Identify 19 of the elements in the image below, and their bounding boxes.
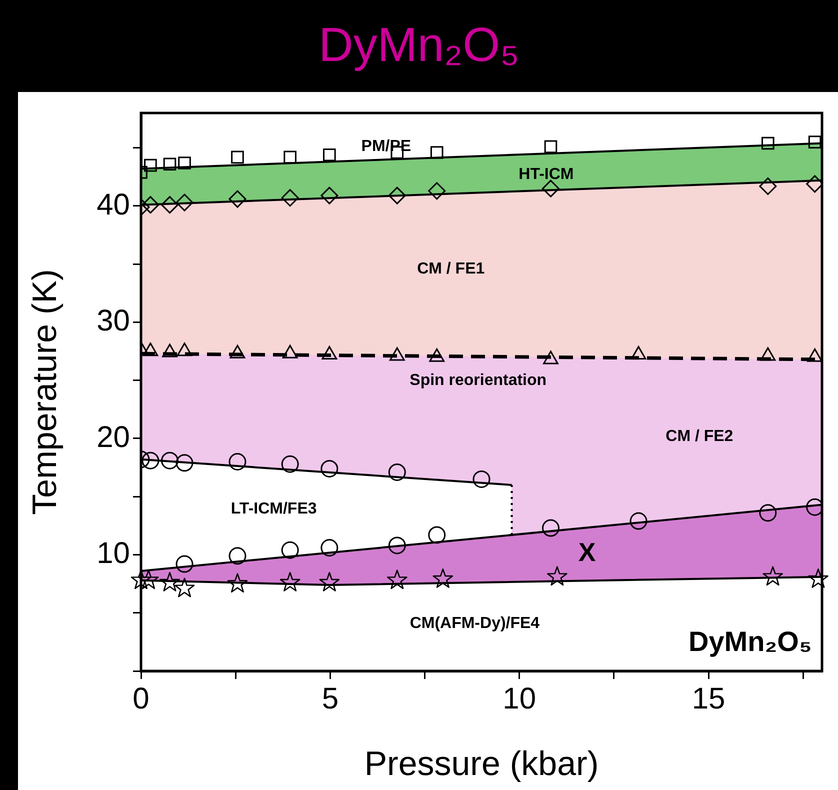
annotation: HT-ICM (518, 166, 574, 183)
annotation: CM / FE1 (417, 260, 485, 278)
y-tick-label: 20 (96, 420, 130, 454)
annotation: LT-ICM/FE3 (230, 500, 317, 518)
annotation: CM / FE2 (666, 428, 734, 446)
x-axis-title: Pressure (kbar) (364, 744, 599, 783)
annotation: CM(AFM-Dy)/FE4 (410, 614, 540, 632)
y-tick-label: 10 (96, 537, 130, 570)
x-tick-label: 15 (692, 682, 726, 716)
annotation: DyMn₂O₅ (688, 626, 812, 657)
x-tick-label: 10 (502, 682, 536, 716)
y-tick-label: 40 (96, 188, 130, 222)
chart-title: DyMn₂O₅ (318, 18, 520, 74)
annotation: X (578, 536, 596, 567)
y-axis-title: Temperature (K) (26, 269, 64, 515)
x-tick-label: 0 (132, 682, 150, 716)
annotation: Spin reorientation (410, 372, 547, 390)
y-tick-label: 30 (96, 304, 130, 338)
x-tick-label: 5 (322, 682, 339, 716)
